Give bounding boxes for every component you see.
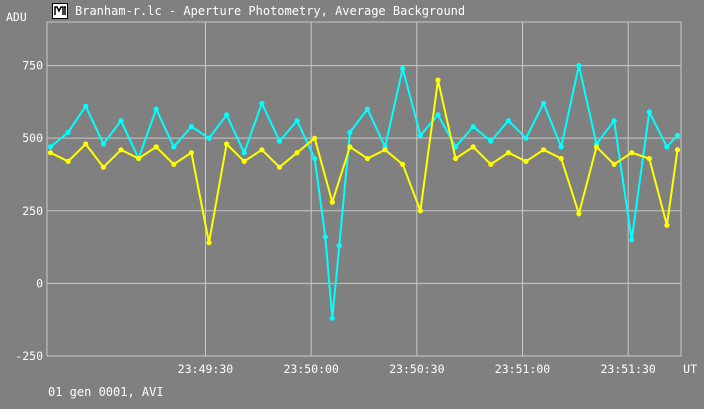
data-point (364, 155, 371, 162)
data-point (347, 144, 353, 150)
data-point (611, 118, 617, 124)
data-point (100, 141, 106, 147)
data-point (523, 158, 529, 164)
data-point (241, 150, 247, 156)
data-point (646, 155, 652, 162)
data-point (312, 155, 318, 162)
lightcurve-chart: -250 0 250 500 750 23:49:30 23:50:00 23:50:30 23… (6, 10, 697, 376)
x-tick-label: 23:50:00 (283, 362, 338, 376)
data-point (470, 144, 476, 150)
data-point (322, 234, 328, 240)
data-point (171, 161, 177, 167)
series-line (50, 79, 679, 243)
data-point (470, 124, 476, 130)
y-axis-label: ADU (6, 10, 27, 24)
data-point (347, 129, 353, 135)
data-point (136, 155, 142, 162)
lightcurve-app-icon[interactable] (52, 3, 68, 19)
data-point (417, 132, 423, 138)
data-point (674, 132, 681, 138)
y-tick-label: 750 (22, 59, 43, 73)
data-point (541, 100, 547, 106)
data-point (435, 77, 441, 83)
x-tick-label: 23:51:00 (495, 362, 550, 376)
data-point (435, 112, 441, 118)
data-point (664, 144, 670, 150)
data-point (611, 161, 617, 167)
data-point (83, 141, 89, 147)
data-point (118, 147, 124, 153)
data-point (488, 161, 494, 167)
data-point (558, 144, 564, 150)
data-point (576, 211, 582, 217)
series-2 (47, 77, 681, 246)
data-point (329, 315, 335, 321)
data-point (505, 118, 511, 124)
data-point (153, 106, 159, 112)
data-point (629, 150, 635, 156)
data-point (259, 147, 265, 153)
data-point (171, 144, 177, 150)
data-point (541, 147, 547, 153)
data-point (224, 112, 230, 118)
data-point (153, 144, 159, 150)
x-axis-label: UT (683, 362, 697, 376)
data-point (65, 129, 71, 135)
data-point (241, 158, 247, 164)
data-point (65, 158, 71, 164)
series-1 (47, 63, 681, 321)
data-point (453, 155, 459, 162)
data-point (593, 144, 600, 150)
data-point (336, 243, 342, 249)
x-tick-label: 23:51:30 (600, 362, 655, 376)
data-point (118, 118, 124, 124)
status-text: 01 gen 0001, AVI (48, 385, 164, 399)
data-point (646, 109, 652, 115)
data-point (276, 138, 283, 144)
x-tick-label: 23:50:30 (389, 362, 444, 376)
data-point (417, 208, 423, 214)
data-point (382, 147, 388, 153)
title-bar: Branham-r.lc - Aperture Photometry, Aver… (0, 0, 704, 24)
data-point (294, 118, 300, 124)
data-point (364, 106, 371, 112)
data-point (664, 222, 670, 228)
data-point (629, 237, 635, 243)
data-point (400, 65, 406, 72)
data-point (188, 124, 194, 130)
data-point (329, 199, 335, 205)
window-title: Branham-r.lc - Aperture Photometry, Aver… (75, 4, 466, 18)
data-point (400, 161, 406, 167)
y-tick-label: 0 (36, 276, 43, 290)
data-point (523, 135, 529, 141)
data-point (206, 240, 212, 246)
plot-frame (46, 21, 682, 357)
data-point (259, 100, 265, 106)
x-tick-label: 23:49:30 (178, 362, 233, 376)
data-point (83, 103, 89, 109)
data-point (576, 63, 582, 69)
y-tick-label: -250 (15, 349, 43, 363)
data-point (188, 150, 194, 156)
y-tick-label: 250 (22, 204, 43, 218)
y-tick-label: 500 (22, 131, 43, 145)
data-point (276, 164, 283, 170)
series-line (49, 65, 679, 319)
data-point (100, 164, 106, 170)
data-point (47, 150, 54, 156)
data-point (312, 135, 318, 141)
data-point (206, 135, 212, 141)
data-point (558, 155, 564, 162)
data-point (505, 150, 511, 156)
data-point (224, 141, 230, 147)
data-point (488, 138, 494, 144)
data-point (47, 144, 54, 150)
data-point (294, 150, 300, 156)
data-point (674, 147, 681, 153)
